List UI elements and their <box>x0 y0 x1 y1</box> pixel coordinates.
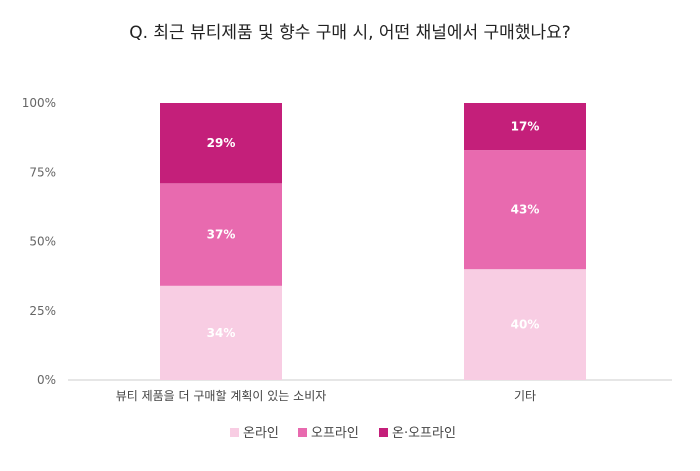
data-label: 34% <box>207 326 236 340</box>
legend-swatch <box>298 428 307 437</box>
data-label: 43% <box>511 203 540 217</box>
legend-label: 오프라인 <box>311 426 359 441</box>
bar-segment <box>464 103 586 151</box>
data-label: 37% <box>207 228 236 242</box>
data-label: 17% <box>511 120 540 134</box>
y-tick-label: 75% <box>29 165 56 179</box>
y-tick-label: 25% <box>29 304 56 318</box>
bar-segment <box>464 269 586 380</box>
legend-label: 온·오프라인 <box>392 426 456 441</box>
data-label: 29% <box>207 136 236 150</box>
y-tick-label: 50% <box>29 235 56 249</box>
x-category-label: 기타 <box>514 389 536 403</box>
x-axis: 뷰티 제품을 더 구매할 계획이 있는 소비자 기타 <box>116 389 536 403</box>
x-category-label: 뷰티 제품을 더 구매할 계획이 있는 소비자 <box>116 389 327 403</box>
legend: 온라인 오프라인 온·오프라인 <box>230 426 456 441</box>
y-tick-label: 100% <box>22 96 56 110</box>
legend-label: 온라인 <box>243 426 279 441</box>
bar-segment <box>160 285 282 380</box>
legend-swatch <box>230 428 239 437</box>
chart-title: Q. 최근 뷰티제품 및 향수 구매 시, 어떤 채널에서 구매했나요? <box>129 23 571 43</box>
legend-swatch <box>379 428 388 437</box>
y-axis: 0% 25% 50% 75% 100% <box>22 96 56 387</box>
bar-segment <box>160 183 282 286</box>
y-tick-label: 0% <box>37 373 56 387</box>
bars-group: 34% 37% 29% 40% 43% 17% <box>160 103 586 380</box>
data-label: 40% <box>511 318 540 332</box>
bar-segment <box>464 150 586 270</box>
bar-segment <box>160 103 282 184</box>
